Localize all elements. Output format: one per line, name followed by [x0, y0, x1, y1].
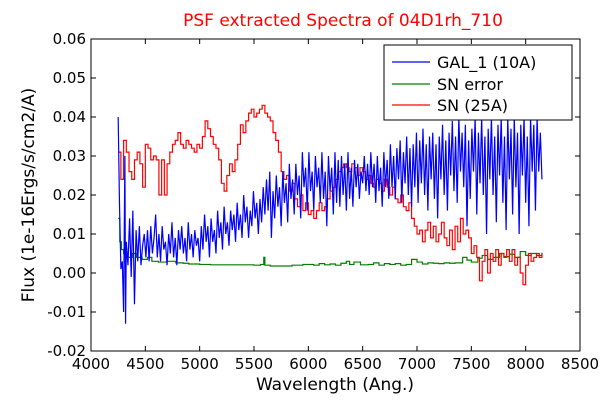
legend-label-sn: SN (25A) [437, 96, 508, 115]
chart-title: PSF extracted Spectra of 04D1rh_710 [183, 11, 503, 31]
y-tick-label: -0.02 [47, 342, 86, 360]
x-tick-label: 5000 [181, 355, 219, 373]
x-tick-label: 6500 [344, 355, 382, 373]
y-tick-label: 0.05 [53, 69, 86, 87]
series-layer [117, 104, 543, 324]
series-line-sn-error [118, 217, 543, 267]
x-tick-label: 6000 [289, 355, 327, 373]
plot-area [117, 104, 543, 324]
y-tick-label: -0.01 [47, 303, 86, 321]
legend-label-gal: GAL_1 (10A) [437, 53, 536, 73]
y-tick-label: 0.00 [53, 264, 86, 282]
x-tick-label: 5500 [235, 355, 273, 373]
x-tick-label: 4500 [126, 355, 164, 373]
x-tick-label: 8000 [507, 355, 545, 373]
legend-label-sn-error: SN error [437, 75, 503, 94]
y-tick-label: 0.03 [53, 147, 86, 165]
x-axis-title: Wavelength (Ang.) [256, 375, 414, 395]
y-tick-label: 0.06 [53, 30, 86, 48]
x-tick-label: 7500 [452, 355, 490, 373]
x-axis: 4000 4500 5000 5500 6000 6500 7000 7500 8000 8500 [72, 39, 599, 373]
y-axis-title: Flux (1e-16Ergs/s/cm2/A) [19, 88, 39, 303]
series-line-gal [117, 116, 543, 324]
y-tick-label: 0.01 [53, 225, 86, 243]
x-tick-label: 8500 [561, 355, 599, 373]
y-tick-label: 0.02 [53, 186, 86, 204]
legend-box [383, 44, 573, 121]
x-tick-label: 4000 [72, 355, 110, 373]
y-axis: -0.02 -0.01 0.00 0.01 0.02 0.03 0.04 0.05 0.06 [47, 30, 580, 360]
y-tick-label: 0.04 [53, 108, 86, 126]
legend: GAL_1 (10A) SN error SN (25A) [383, 44, 573, 121]
x-tick-label: 7000 [398, 355, 436, 373]
